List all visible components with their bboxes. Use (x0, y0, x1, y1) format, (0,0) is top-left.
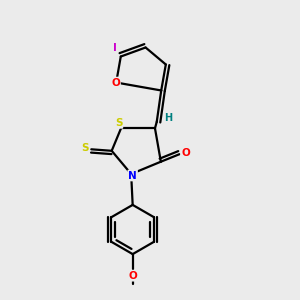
Text: N: N (128, 170, 137, 181)
Text: O: O (181, 148, 190, 158)
Text: S: S (115, 118, 122, 128)
Text: I: I (113, 43, 117, 53)
Text: O: O (111, 77, 120, 88)
Text: O: O (128, 271, 137, 281)
Text: H: H (164, 113, 172, 123)
Text: S: S (81, 143, 88, 153)
